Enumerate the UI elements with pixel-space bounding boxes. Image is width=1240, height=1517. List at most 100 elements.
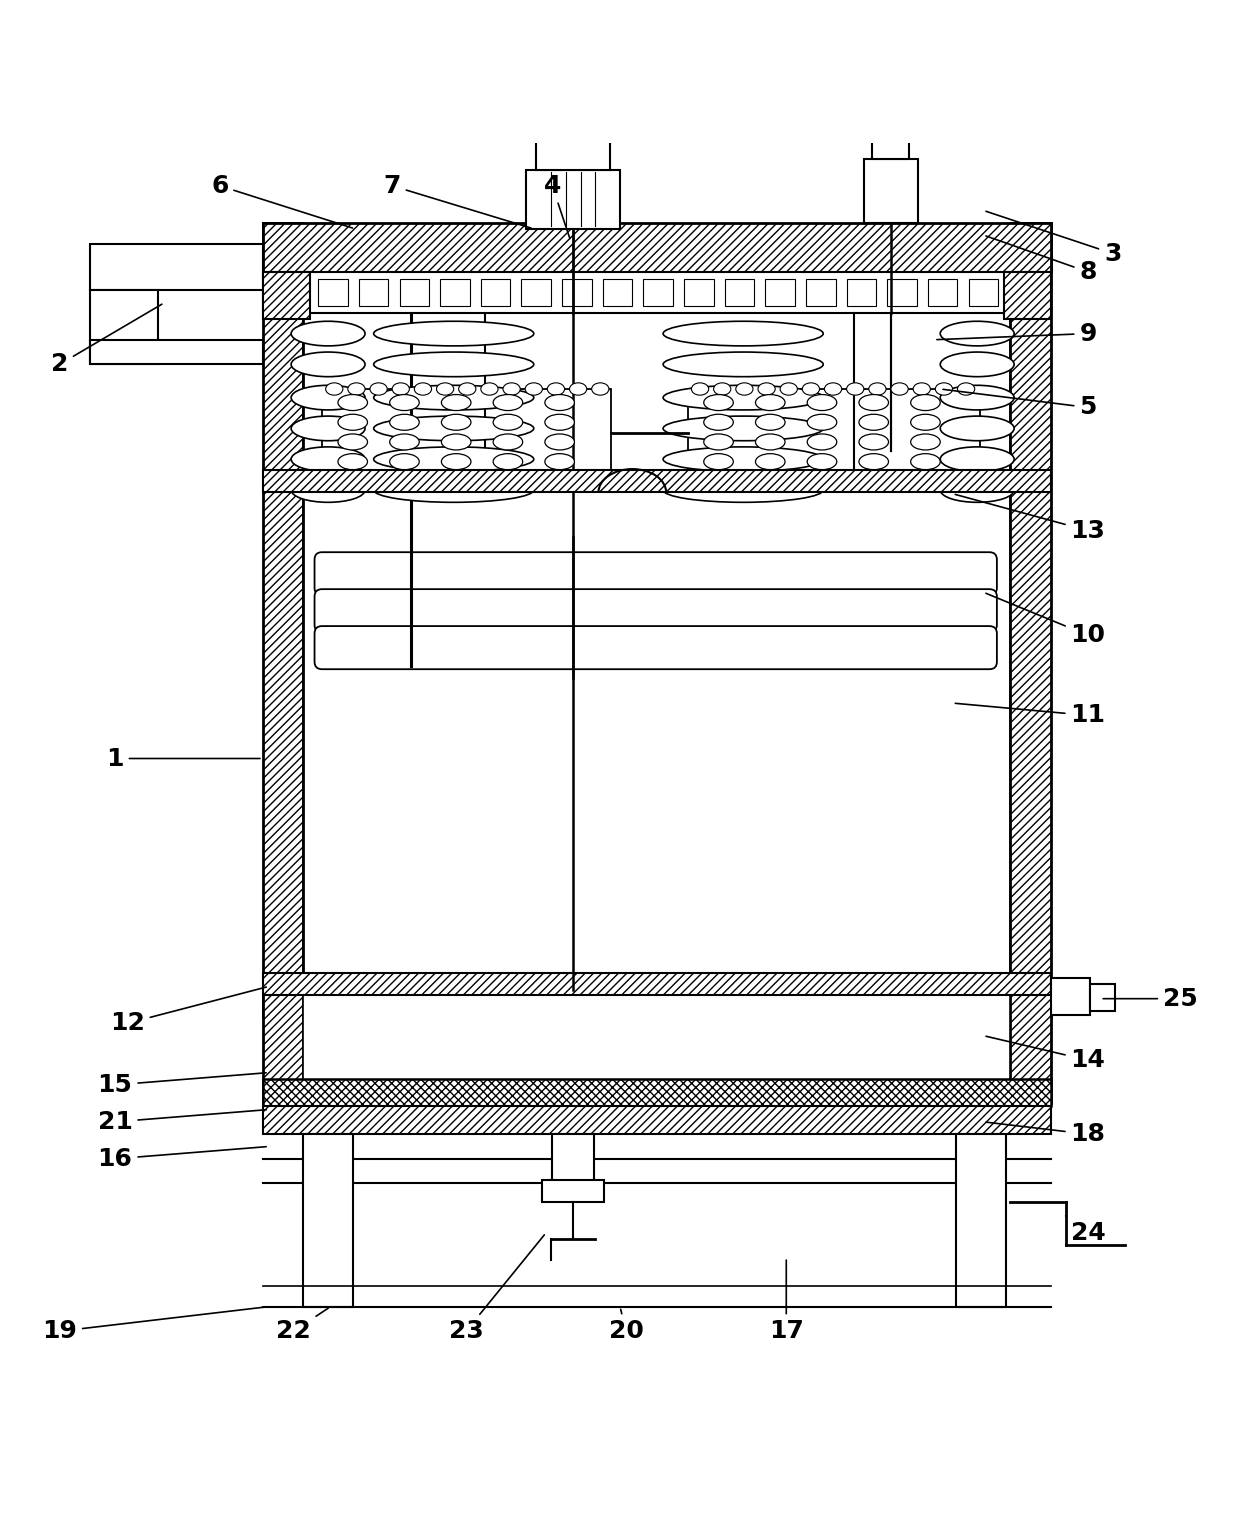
Bar [399,279,429,306]
Ellipse shape [735,472,753,484]
Ellipse shape [591,472,609,484]
Bar [440,279,470,306]
Ellipse shape [326,472,343,484]
Ellipse shape [940,448,1014,472]
Text: 21: 21 [98,1110,267,1133]
Ellipse shape [859,414,889,431]
Ellipse shape [910,414,940,431]
Text: 5: 5 [942,390,1096,420]
Bar [536,126,610,170]
Ellipse shape [494,414,523,431]
Text: 10: 10 [986,593,1106,648]
Bar [956,1135,1006,1306]
Ellipse shape [494,394,523,411]
Ellipse shape [414,472,432,484]
Ellipse shape [326,382,343,394]
Ellipse shape [436,472,454,484]
Ellipse shape [291,416,365,441]
Ellipse shape [910,454,940,470]
Bar [322,388,611,478]
Ellipse shape [347,472,365,484]
Ellipse shape [441,434,471,451]
Text: 6: 6 [211,174,352,228]
Ellipse shape [755,434,785,451]
Ellipse shape [544,414,574,431]
Bar [263,972,1052,995]
Ellipse shape [692,382,709,394]
Ellipse shape [869,472,887,484]
Ellipse shape [825,472,842,484]
Text: 11: 11 [955,704,1106,727]
Ellipse shape [339,394,367,411]
Ellipse shape [957,472,975,484]
Ellipse shape [755,394,785,411]
FancyBboxPatch shape [315,552,997,595]
Ellipse shape [758,472,775,484]
FancyBboxPatch shape [315,627,997,669]
Bar [1011,986,1052,1103]
Bar [888,279,916,306]
Ellipse shape [373,385,533,410]
Bar [263,223,1052,272]
Bar [684,279,713,306]
Ellipse shape [547,382,564,394]
Ellipse shape [339,454,367,470]
Ellipse shape [481,382,498,394]
Ellipse shape [389,434,419,451]
Ellipse shape [544,394,574,411]
Ellipse shape [802,472,820,484]
Text: 1: 1 [107,746,260,771]
Bar [765,279,795,306]
Text: 13: 13 [955,495,1106,543]
Ellipse shape [494,434,523,451]
Ellipse shape [370,382,387,394]
Bar [1009,279,1039,306]
Ellipse shape [544,434,574,451]
Text: 23: 23 [449,1235,544,1343]
Ellipse shape [940,416,1014,441]
Bar [522,279,551,306]
Text: 20: 20 [609,1309,644,1343]
Ellipse shape [940,352,1014,376]
Ellipse shape [392,472,409,484]
Ellipse shape [704,454,733,470]
Ellipse shape [663,385,823,410]
Text: 16: 16 [98,1147,267,1171]
Ellipse shape [892,472,908,484]
Ellipse shape [807,454,837,470]
Bar [91,290,159,364]
Ellipse shape [526,472,542,484]
Ellipse shape [291,448,365,472]
Ellipse shape [913,382,930,394]
Bar [1011,223,1052,1004]
Ellipse shape [291,385,365,410]
Ellipse shape [847,382,864,394]
Ellipse shape [459,382,476,394]
Ellipse shape [459,472,476,484]
Ellipse shape [847,472,864,484]
Ellipse shape [663,322,823,346]
Ellipse shape [957,382,975,394]
Text: 3: 3 [986,211,1121,265]
Ellipse shape [663,352,823,376]
Bar [1004,272,1052,319]
Ellipse shape [291,478,365,502]
Ellipse shape [347,382,365,394]
Bar [542,1180,604,1201]
Ellipse shape [780,472,797,484]
Ellipse shape [910,394,940,411]
Ellipse shape [569,472,587,484]
Ellipse shape [663,448,823,472]
Ellipse shape [389,394,419,411]
Bar [263,1079,1052,1106]
Bar [1090,985,1115,1010]
Ellipse shape [940,385,1014,410]
Text: 12: 12 [110,988,267,1035]
Bar [278,279,308,306]
Bar [304,1135,352,1306]
Ellipse shape [494,454,523,470]
Ellipse shape [291,352,365,376]
Ellipse shape [780,382,797,394]
Ellipse shape [503,382,521,394]
Text: 14: 14 [986,1036,1106,1073]
